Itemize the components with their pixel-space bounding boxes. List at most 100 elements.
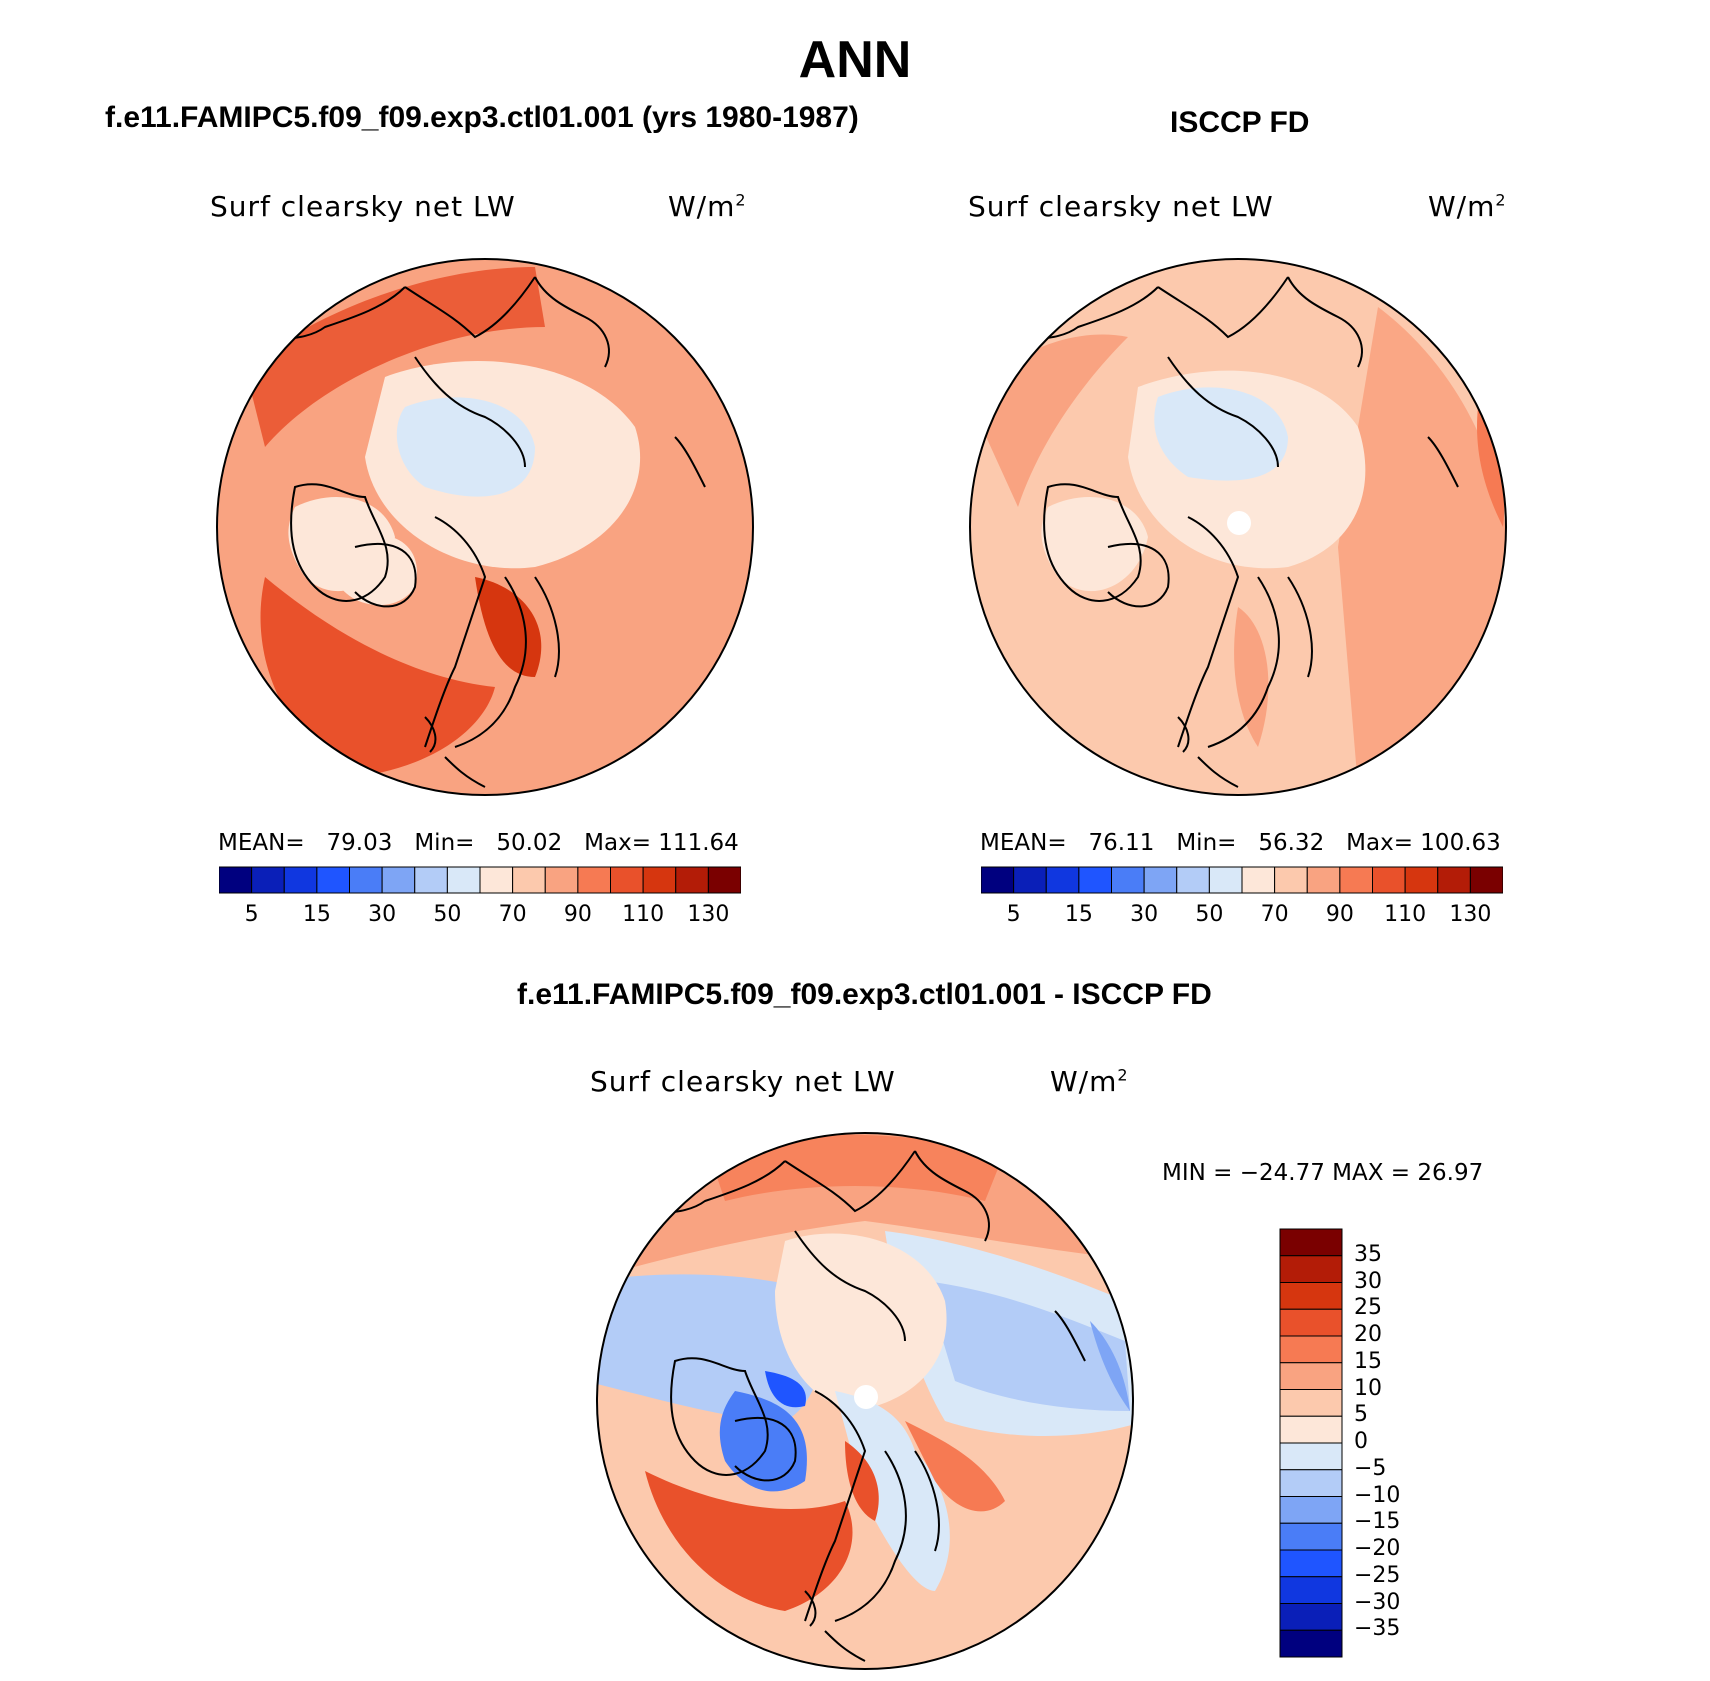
colorbar-swatch [1111,866,1145,894]
model-mean-value: 79.03 [326,830,393,856]
obs-units-exponent: 2 [1495,190,1507,210]
colorbar-swatch [1279,1228,1343,1257]
diff-variable-label: Surf clearsky net LW [590,1065,896,1098]
colorbar-swatch [1279,1308,1343,1337]
colorbar-tick-label: −35 [1354,1616,1401,1642]
main-title: ANN [798,31,912,89]
obs-case-title: ISCCP FD [1170,106,1310,139]
colorbar-swatch [675,866,709,894]
colorbar-tick-label: −15 [1354,1509,1401,1535]
colorbar-swatch [512,866,546,894]
colorbar-swatch [349,866,383,894]
colorbar-tick-label: 90 [563,902,592,927]
diff-polar-map [596,1132,1134,1670]
colorbar-swatch [1306,866,1341,894]
colorbar-swatch [981,866,1015,894]
obs-polar-map [969,258,1507,796]
model-max-label: Max= [584,830,651,856]
obs-min-label: Min= [1176,830,1237,856]
obs-units-base: W/m [1428,190,1496,223]
colorbar-swatch [1279,1603,1343,1631]
model-units-base: W/m [668,190,736,223]
model-colorbar [219,866,741,894]
colorbar-swatch [1279,1389,1343,1417]
colorbar-tick-label: −30 [1354,1589,1401,1615]
colorbar-tick-label: 20 [1354,1322,1382,1347]
colorbar-swatch [251,866,285,894]
colorbar-tick-label: 30 [368,902,397,927]
model-min-value: 50.02 [496,830,563,856]
colorbar-tick-label: 35 [1354,1241,1382,1267]
obs-colorbar-labels: 5 15 30 50 70 90 110 130 [981,902,1503,932]
model-max-value: 111.64 [658,830,739,856]
colorbar-tick-label: 50 [433,902,462,927]
obs-colorbar [981,866,1503,894]
colorbar-tick-label: 130 [687,902,730,927]
colorbar-swatch [1208,866,1243,894]
colorbar-swatch [1437,866,1471,894]
colorbar-swatch [1279,1496,1343,1524]
colorbar-tick-label: 5 [1006,902,1021,927]
obs-units-label: W/m2 [1428,190,1507,223]
colorbar-swatch [316,866,350,894]
colorbar-swatch [1279,1576,1343,1604]
colorbar-swatch [1274,866,1308,894]
model-polar-map [216,258,754,796]
model-stats: MEAN= 79.03 Min= 50.02 Max= 111.64 [218,830,739,856]
model-mean-label: MEAN= [218,830,305,856]
colorbar-swatch [219,866,253,894]
colorbar-swatch [1469,866,1503,894]
colorbar-tick-label: 5 [1354,1402,1368,1428]
colorbar-swatch [1339,866,1373,894]
obs-variable-label: Surf clearsky net LW [968,190,1274,223]
colorbar-swatch [1279,1282,1343,1310]
model-units-label: W/m2 [668,190,747,223]
colorbar-tick-label: 15 [1064,902,1093,927]
colorbar-swatch [479,866,514,894]
model-variable-label: Surf clearsky net LW [210,190,516,223]
diff-units-base: W/m [1050,1065,1118,1098]
colorbar-swatch [1013,866,1047,894]
colorbar-swatch [1176,866,1210,894]
colorbar-swatch [577,866,611,894]
obs-min-value: 56.32 [1258,830,1325,856]
diff-colorbar [1279,1228,1343,1658]
colorbar-tick-label: 15 [302,902,331,927]
obs-mean-label: MEAN= [980,830,1067,856]
colorbar-tick-label: 30 [1354,1268,1382,1294]
colorbar-swatch [1404,866,1439,894]
colorbar-tick-label: 70 [1260,902,1289,927]
colorbar-tick-label: −20 [1354,1536,1401,1561]
colorbar-tick-label: −10 [1354,1482,1401,1508]
colorbar-swatch [544,866,579,894]
model-units-exponent: 2 [735,190,747,210]
colorbar-swatch [1279,1629,1343,1658]
colorbar-tick-label: 25 [1354,1295,1382,1321]
obs-stats: MEAN= 76.11 Min= 56.32 Max= 100.63 [980,830,1501,856]
colorbar-swatch [1078,866,1112,894]
obs-max-value: 100.63 [1420,830,1501,856]
colorbar-swatch [446,866,481,894]
colorbar-tick-label: 130 [1449,902,1492,927]
colorbar-swatch [1143,866,1178,894]
colorbar-swatch [1045,866,1080,894]
colorbar-swatch [1279,1335,1343,1364]
colorbar-tick-label: 90 [1325,902,1354,927]
colorbar-swatch [381,866,416,894]
colorbar-swatch [1279,1469,1343,1497]
diff-case-title: f.e11.FAMIPC5.f09_f09.exp3.ctl01.001 - I… [517,978,1212,1011]
colorbar-tick-label: 30 [1130,902,1159,927]
model-min-label: Min= [414,830,475,856]
colorbar-swatch [1279,1549,1343,1578]
colorbar-swatch [1279,1522,1343,1551]
colorbar-swatch [1279,1255,1343,1283]
colorbar-swatch [642,866,677,894]
colorbar-swatch [610,866,644,894]
model-case-title: f.e11.FAMIPC5.f09_f09.exp3.ctl01.001 (yr… [105,101,859,134]
colorbar-swatch [1241,866,1276,894]
colorbar-swatch [1372,866,1406,894]
colorbar-tick-label: 110 [1384,902,1427,927]
colorbar-tick-label: 50 [1195,902,1224,927]
obs-max-label: Max= [1346,830,1413,856]
colorbar-swatch [283,866,318,894]
